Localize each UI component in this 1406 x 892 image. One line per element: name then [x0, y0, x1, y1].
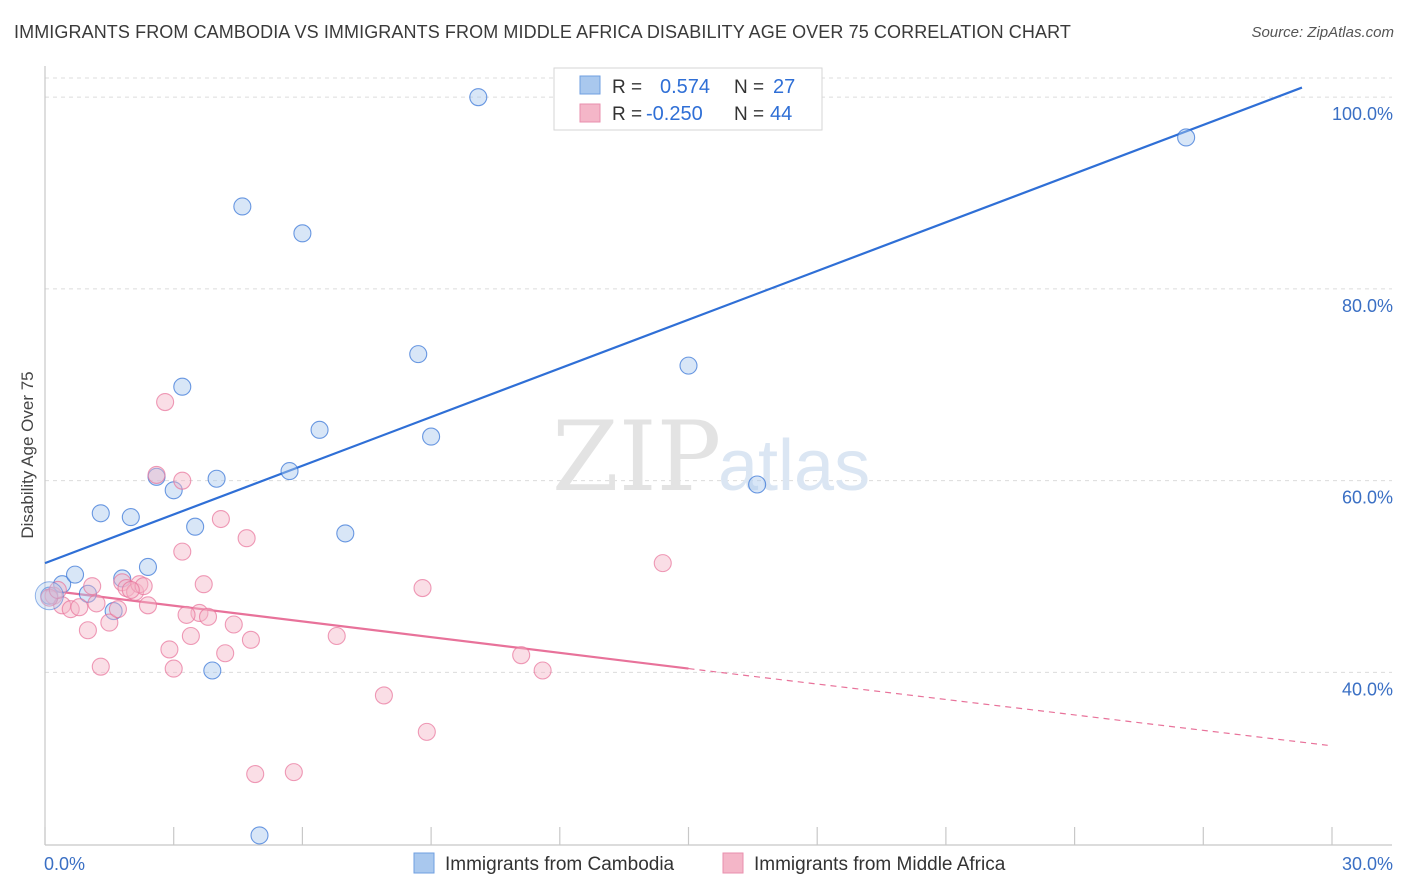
bottom-legend-label-middle-africa: Immigrants from Middle Africa — [754, 854, 1006, 875]
point-1-25 — [211, 509, 230, 529]
point-0-25 — [748, 475, 767, 494]
trend-lines — [44, 86, 1328, 746]
y-tick-label-3: 100.0% — [1332, 104, 1393, 124]
point-0-16 — [250, 826, 269, 845]
y-tick-label-2: 80.0% — [1342, 296, 1393, 316]
legend-n-label-1: N = — [734, 77, 764, 98]
point-1-38 — [653, 554, 672, 573]
point-0-24 — [679, 356, 698, 375]
point-1-33 — [374, 686, 393, 705]
point-1-34 — [413, 579, 432, 598]
y-tick-label-1: 60.0% — [1342, 488, 1393, 508]
legend-swatch-cambodia — [579, 75, 601, 95]
point-1-40 — [48, 580, 67, 600]
point-1-41 — [121, 580, 140, 600]
point-1-17 — [160, 640, 179, 659]
point-1-5 — [83, 577, 102, 596]
point-0-17 — [280, 462, 299, 481]
x-tick-label-1: 30.0% — [1342, 854, 1393, 874]
point-1-42 — [87, 594, 106, 613]
point-1-35 — [417, 722, 436, 741]
trend-line-0 — [44, 86, 1303, 565]
point-0-21 — [409, 345, 428, 364]
chart-title: IMMIGRANTS FROM CAMBODIA VS IMMIGRANTS F… — [14, 22, 1071, 42]
point-1-8 — [108, 600, 127, 619]
point-1-27 — [224, 615, 243, 634]
point-0-26 — [1177, 128, 1196, 147]
legend-r-label-1: R = — [612, 77, 642, 98]
point-0-4 — [91, 504, 110, 523]
point-cluster-origin — [34, 581, 64, 611]
source-label: Source: ZipAtlas.com — [1251, 24, 1394, 41]
trend-line-1 — [44, 588, 689, 670]
bottom-legend-swatch-middle-africa — [722, 852, 744, 874]
point-1-18 — [164, 659, 183, 678]
point-1-21 — [181, 626, 200, 646]
y-tick-labels: 40.0% 60.0% 80.0% 100.0% — [1332, 104, 1393, 699]
point-0-12 — [186, 517, 205, 536]
point-0-14 — [207, 469, 226, 488]
point-1-43 — [177, 605, 196, 624]
point-1-7 — [100, 613, 119, 632]
point-0-2 — [65, 565, 85, 584]
point-1-31 — [284, 763, 303, 782]
point-0-13 — [203, 661, 222, 680]
watermark-zip: ZIP — [552, 401, 721, 513]
watermark-atlas: atlas — [718, 426, 870, 506]
legend-n-value-2: 44 — [770, 103, 792, 125]
point-0-7 — [121, 508, 140, 527]
point-0-19 — [310, 420, 329, 439]
x-tick-label-0: 0.0% — [44, 854, 85, 874]
bottom-legend: Immigrants from Cambodia Immigrants from… — [413, 852, 1006, 875]
axes — [44, 66, 1392, 846]
legend-r-label-2: R = — [612, 104, 642, 125]
point-1-4 — [78, 621, 97, 640]
grid — [45, 77, 1392, 673]
point-1-32 — [327, 626, 346, 646]
point-1-3 — [70, 598, 89, 617]
legend-r-value-1: 0.574 — [660, 76, 710, 98]
point-1-16 — [156, 393, 175, 412]
point-0-8 — [138, 557, 158, 577]
point-0-23 — [469, 88, 488, 107]
point-0-18 — [293, 224, 312, 243]
x-tick-labels: 0.0% 30.0% — [44, 854, 1393, 874]
point-1-14 — [138, 596, 158, 615]
y-tick-label-0: 40.0% — [1342, 679, 1393, 699]
bottom-legend-label-cambodia: Immigrants from Cambodia — [445, 854, 675, 875]
trend-line-dashed-1 — [688, 667, 1328, 746]
point-1-29 — [241, 630, 260, 649]
point-0-11 — [173, 377, 192, 396]
point-1-24 — [198, 607, 218, 626]
point-1-28 — [237, 529, 256, 548]
point-1-19 — [173, 471, 192, 490]
point-0-20 — [336, 524, 355, 543]
point-1-6 — [91, 657, 110, 676]
legend-swatch-middle-africa — [579, 103, 601, 123]
legend: R = 0.574 N = 27 R = -0.250 N = 44 — [553, 67, 823, 131]
legend-n-label-2: N = — [734, 104, 764, 125]
bottom-legend-swatch-cambodia — [413, 852, 435, 874]
point-1-20 — [173, 542, 192, 561]
point-1-23 — [194, 575, 213, 594]
y-axis-title: Disability Age Over 75 — [18, 371, 37, 538]
point-0-15 — [233, 197, 252, 216]
legend-n-value-1: 27 — [773, 76, 795, 98]
point-1-15 — [147, 465, 166, 484]
point-0-22 — [422, 427, 441, 446]
point-1-30 — [246, 765, 265, 784]
legend-r-value-2: -0.250 — [646, 103, 703, 125]
point-1-26 — [216, 644, 235, 663]
point-1-36 — [512, 646, 531, 665]
data-points — [34, 88, 1196, 845]
point-1-37 — [533, 661, 552, 680]
